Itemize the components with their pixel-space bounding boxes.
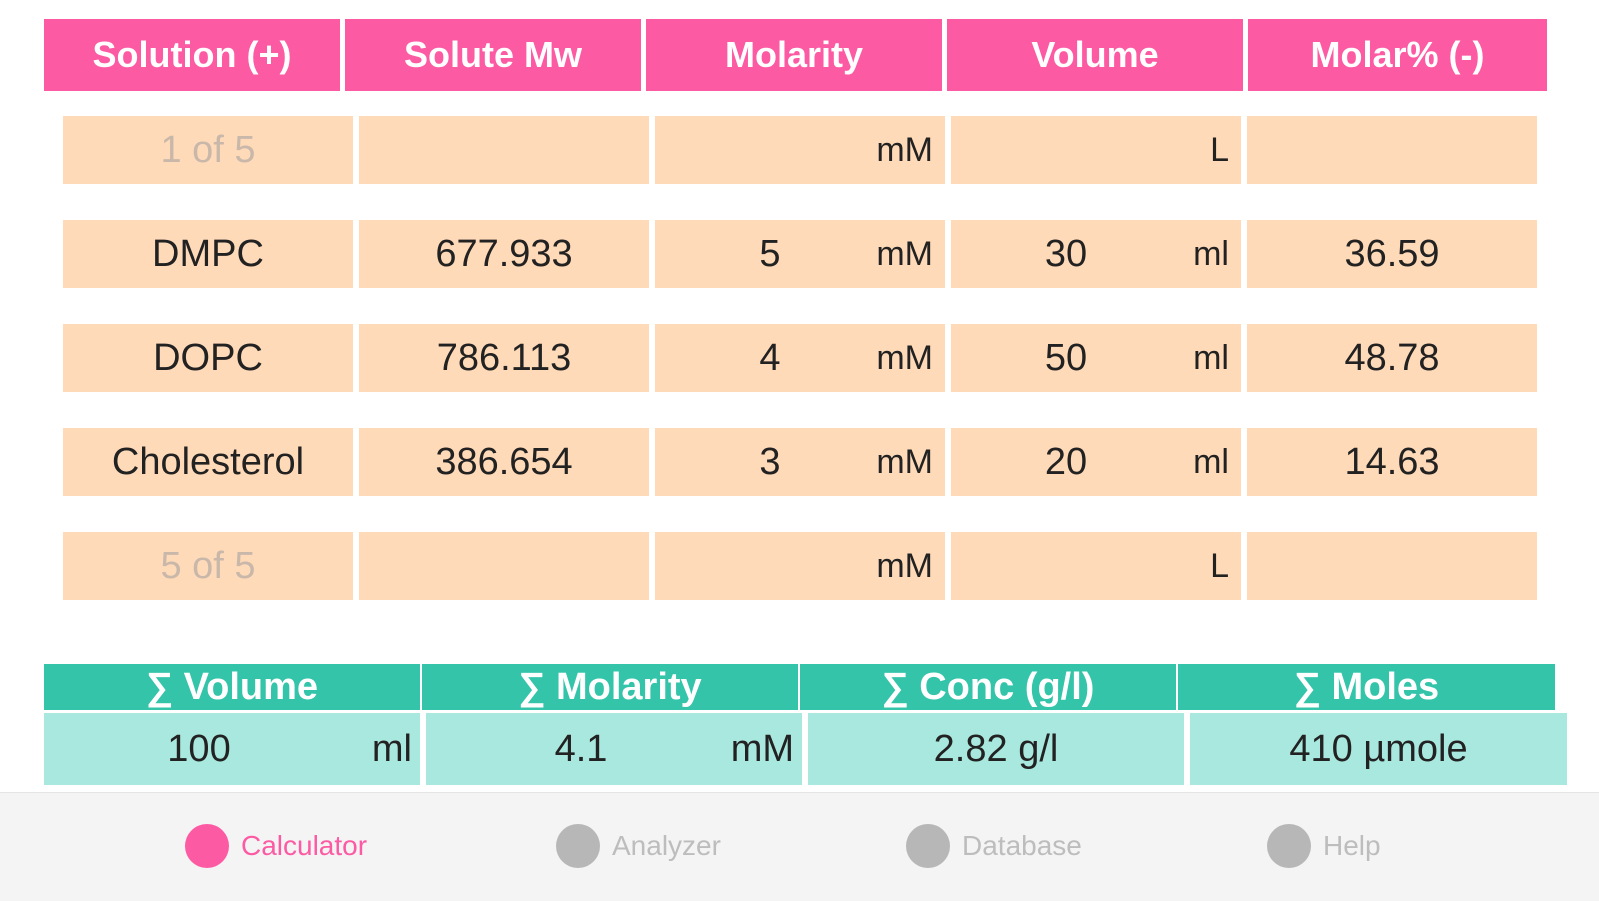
database-icon bbox=[906, 824, 950, 868]
summary-moles[interactable]: 410 µmole bbox=[1190, 713, 1567, 785]
summary-header-conc: ∑ Conc (g/l) bbox=[800, 664, 1176, 710]
molarity-unit[interactable]: mM bbox=[876, 338, 933, 377]
table-row: DMPC 677.933 5 mM 30 ml 36.59 bbox=[63, 220, 1538, 288]
tab-database[interactable]: Database bbox=[906, 823, 1082, 869]
summary-header-moles: ∑ Moles bbox=[1178, 664, 1555, 710]
solution-name-field[interactable]: 5 of 5 bbox=[63, 532, 353, 600]
molarity-field[interactable]: mM bbox=[655, 532, 945, 600]
summary-header-row: ∑ Volume ∑ Molarity ∑ Conc (g/l) ∑ Moles bbox=[44, 664, 1555, 710]
table-row: Cholesterol 386.654 3 mM 20 ml 14.63 bbox=[63, 428, 1538, 496]
molarity-field[interactable]: mM bbox=[655, 116, 945, 184]
molar-percent-value: 36.59 bbox=[1247, 220, 1537, 288]
volume-unit[interactable]: L bbox=[1210, 546, 1229, 585]
molar-percent-value: 48.78 bbox=[1247, 324, 1537, 392]
molarity-field[interactable]: 5 mM bbox=[655, 220, 945, 288]
molarity-unit[interactable]: mM bbox=[876, 234, 933, 273]
analyzer-icon bbox=[556, 824, 600, 868]
tab-analyzer[interactable]: Analyzer bbox=[556, 823, 721, 869]
table-row: 5 of 5 mM L bbox=[63, 532, 1538, 600]
molar-percent-value bbox=[1247, 116, 1537, 184]
volume-unit[interactable]: ml bbox=[1193, 234, 1229, 273]
header-solute-mw: Solute Mw bbox=[345, 19, 641, 91]
mw-field[interactable] bbox=[359, 116, 649, 184]
volume-unit[interactable]: L bbox=[1210, 130, 1229, 169]
molarity-unit[interactable]: mM bbox=[876, 442, 933, 481]
header-volume: Volume bbox=[947, 19, 1243, 91]
solution-name-field[interactable]: Cholesterol bbox=[63, 428, 353, 496]
summary-conc[interactable]: 2.82 g/l bbox=[808, 713, 1184, 785]
summary-value-row: 100 ml 4.1 mM 2.82 g/l 410 µmole bbox=[44, 713, 1567, 785]
header-solution[interactable]: Solution (+) bbox=[44, 19, 340, 91]
summary-volume: 100 ml bbox=[44, 713, 420, 785]
tab-bar: Calculator Analyzer Database Help bbox=[0, 792, 1599, 901]
mw-field[interactable]: 386.654 bbox=[359, 428, 649, 496]
tab-label: Analyzer bbox=[612, 830, 721, 861]
tab-label: Help bbox=[1323, 830, 1381, 861]
summary-volume-unit[interactable]: ml bbox=[371, 727, 412, 770]
volume-field[interactable]: 20 ml bbox=[951, 428, 1241, 496]
molarity-field[interactable]: 3 mM bbox=[655, 428, 945, 496]
mw-field[interactable]: 786.113 bbox=[359, 324, 649, 392]
volume-field[interactable]: 30 ml bbox=[951, 220, 1241, 288]
molarity-field[interactable]: 4 mM bbox=[655, 324, 945, 392]
volume-unit[interactable]: ml bbox=[1193, 442, 1229, 481]
solutions-table: 1 of 5 mM L DMPC 677.933 5 mM 30 ml 36.59 … bbox=[63, 116, 1538, 636]
molar-percent-value bbox=[1247, 532, 1537, 600]
volume-unit[interactable]: ml bbox=[1193, 338, 1229, 377]
tab-help[interactable]: Help bbox=[1267, 823, 1381, 869]
header-molarity: Molarity bbox=[646, 19, 942, 91]
solution-name-field[interactable]: DOPC bbox=[63, 324, 353, 392]
volume-field[interactable]: 50 ml bbox=[951, 324, 1241, 392]
molar-percent-value: 14.63 bbox=[1247, 428, 1537, 496]
mw-field[interactable]: 677.933 bbox=[359, 220, 649, 288]
solution-name-field[interactable]: 1 of 5 bbox=[63, 116, 353, 184]
volume-field[interactable]: L bbox=[951, 116, 1241, 184]
molarity-unit[interactable]: mM bbox=[876, 130, 933, 169]
table-row: 1 of 5 mM L bbox=[63, 116, 1538, 184]
tab-calculator[interactable]: Calculator bbox=[185, 823, 367, 869]
tab-label: Calculator bbox=[241, 830, 368, 861]
summary-molarity: 4.1 mM bbox=[426, 713, 802, 785]
mw-field[interactable] bbox=[359, 532, 649, 600]
molarity-unit[interactable]: mM bbox=[876, 546, 933, 585]
solution-name-field[interactable]: DMPC bbox=[63, 220, 353, 288]
header-molar-percent[interactable]: Molar% (-) bbox=[1248, 19, 1547, 91]
help-icon bbox=[1267, 824, 1311, 868]
tab-label: Database bbox=[962, 830, 1082, 861]
table-row: DOPC 786.113 4 mM 50 ml 48.78 bbox=[63, 324, 1538, 392]
column-header-row: Solution (+) Solute Mw Molarity Volume M… bbox=[44, 19, 1555, 91]
calculator-icon bbox=[185, 824, 229, 868]
volume-field[interactable]: L bbox=[951, 532, 1241, 600]
summary-molarity-unit[interactable]: mM bbox=[730, 727, 794, 770]
summary-header-molarity: ∑ Molarity bbox=[422, 664, 798, 710]
summary-header-volume: ∑ Volume bbox=[44, 664, 420, 710]
